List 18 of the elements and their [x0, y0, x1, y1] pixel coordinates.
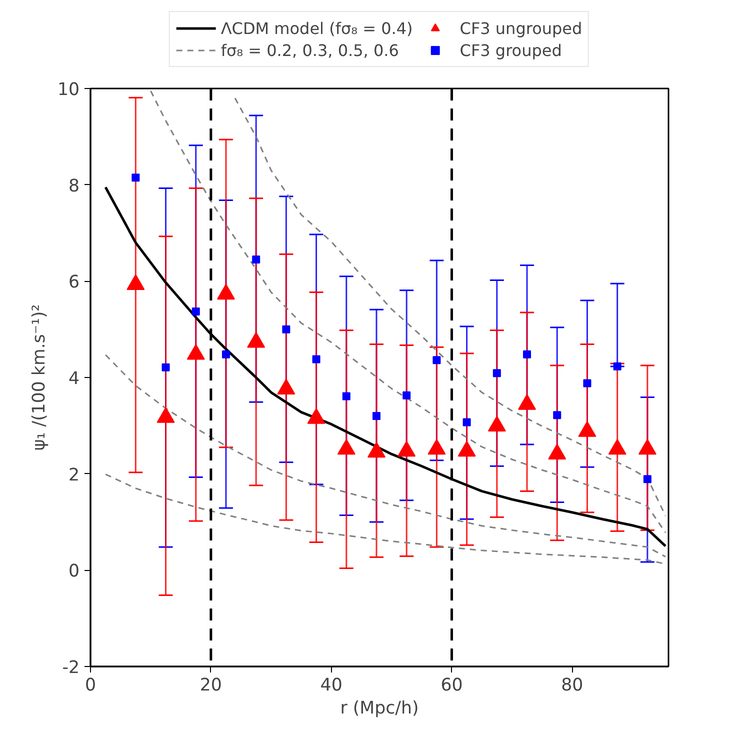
y-tick-label: 0: [68, 562, 80, 582]
legend-label: CF3 ungrouped: [460, 18, 582, 38]
y-tick-label: 2: [68, 465, 80, 486]
y-tick-label: 4: [68, 369, 80, 389]
legend-label: fσ₈ = 0.2, 0.3, 0.5, 0.6: [220, 40, 399, 60]
y-tick-label: 8: [68, 176, 80, 196]
y-tick-label: 6: [68, 272, 80, 293]
x-tick-label: 80: [561, 676, 584, 696]
x-tick-label: 0: [84, 676, 96, 696]
legend-label: CF3 grouped: [460, 40, 562, 60]
y-tick-label: 10: [57, 80, 80, 100]
y-axis-title: ψ₁ /(100 km.s⁻¹)²: [29, 304, 50, 451]
x-tick-label: 60: [440, 676, 463, 696]
x-axis-title: r (Mpc/h): [340, 698, 419, 718]
y-tick-label: -2: [62, 658, 80, 678]
x-tick-label: 20: [200, 676, 222, 696]
x-tick-label: 40: [320, 676, 342, 696]
legend-label: ΛCDM model (fσ₈ = 0.4): [220, 18, 413, 38]
